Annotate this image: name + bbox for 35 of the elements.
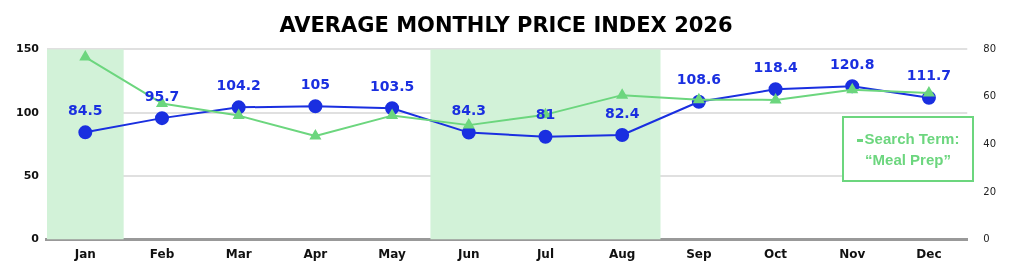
x-tick-label: May [378, 246, 406, 261]
data-label: 95.7 [144, 87, 180, 104]
legend-label: Search Term: “Meal Prep” [864, 130, 960, 168]
x-tick-label: Apr [303, 246, 328, 261]
x-tick-label: Dec [916, 246, 942, 261]
y2-tick-label: 60 [983, 90, 997, 102]
x-tick-label: Oct [764, 246, 788, 261]
x-tick-label: Jul [535, 246, 555, 261]
x-tick-label: Jan [73, 246, 96, 261]
y-tick-label: 100 [15, 105, 40, 119]
data-label: 82.4 [604, 104, 640, 121]
y2-tick-label: 80 [983, 42, 997, 54]
x-tick-label: Feb [149, 246, 175, 261]
y-tick-label: 0 [31, 232, 40, 246]
data-label: 84.5 [68, 101, 103, 118]
x-tick-label: Sep [686, 246, 712, 261]
x-tick-label: Jun [456, 246, 480, 261]
y-tick-label: 150 [15, 42, 40, 56]
data-label: 103.5 [369, 77, 415, 94]
x-tick-label: Mar [225, 246, 252, 261]
y-tick-label: 50 [23, 168, 40, 182]
y2-tick-label: 40 [983, 137, 997, 149]
x-tick-label: Aug [608, 246, 636, 261]
data-label: 81 [535, 106, 556, 123]
data-label: 105 [300, 75, 330, 92]
y2-tick-label: 0 [983, 233, 990, 245]
chart-title: AVERAGE MONTHLY PRICE INDEX 2026 [279, 13, 733, 38]
data-label: 120.8 [830, 55, 875, 72]
data-label: 104.2 [216, 76, 261, 93]
data-label: 108.6 [676, 71, 721, 88]
y2-tick-label: 20 [983, 185, 997, 197]
data-label: 84.3 [451, 102, 487, 119]
x-tick-label: Nov [839, 246, 866, 261]
data-label: 118.4 [753, 58, 798, 75]
data-label: 111.7 [906, 67, 952, 84]
